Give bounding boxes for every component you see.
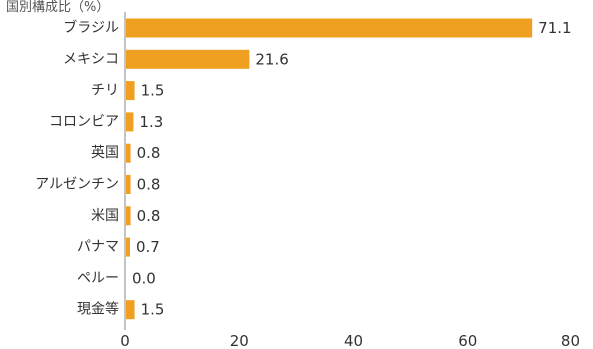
x-tick-label: 20 bbox=[230, 332, 249, 349]
category-label: アルゼンチン bbox=[35, 177, 119, 193]
bar bbox=[126, 112, 134, 132]
data-label: 21.6 bbox=[255, 50, 288, 68]
bar bbox=[126, 300, 135, 320]
x-tick-label: 0 bbox=[120, 332, 130, 349]
x-tick-label: 40 bbox=[344, 332, 363, 349]
bar bbox=[126, 143, 131, 163]
data-label: 0.8 bbox=[137, 207, 161, 225]
data-label: 0.0 bbox=[132, 269, 156, 287]
data-label: 1.3 bbox=[139, 113, 163, 131]
chart-rows: ブラジル 71.1 メキシコ 21.6 チリ 1.5 コロンビア 1.3 英国 0.8 アルゼンチン… bbox=[35, 18, 572, 320]
category-label: チリ bbox=[91, 83, 119, 99]
category-label: 英国 bbox=[91, 144, 119, 161]
bar bbox=[126, 81, 135, 101]
category-label: メキシコ bbox=[63, 51, 119, 67]
chart-title: 国別構成比（%） bbox=[6, 0, 109, 15]
data-label: 0.8 bbox=[137, 144, 161, 162]
bar bbox=[126, 206, 131, 226]
x-tick-label: 80 bbox=[561, 332, 580, 349]
data-label: 1.5 bbox=[141, 301, 165, 319]
data-label: 0.7 bbox=[136, 238, 160, 256]
data-label: 71.1 bbox=[538, 19, 571, 37]
bar bbox=[126, 237, 130, 257]
bar bbox=[126, 49, 250, 69]
data-label: 1.5 bbox=[141, 82, 165, 100]
data-label: 0.8 bbox=[137, 176, 161, 194]
x-tick-label: 60 bbox=[458, 332, 477, 349]
bar bbox=[126, 175, 131, 194]
category-label: パナマ bbox=[77, 239, 119, 255]
category-label: ブラジル bbox=[63, 19, 119, 36]
category-label: コロンビア bbox=[49, 114, 119, 130]
category-label: 米国 bbox=[91, 208, 119, 224]
x-axis-ticks: 0 20 40 60 80 bbox=[120, 332, 580, 349]
bar bbox=[126, 18, 533, 38]
category-label: ペルー bbox=[77, 270, 119, 286]
category-label: 現金等 bbox=[77, 301, 119, 318]
